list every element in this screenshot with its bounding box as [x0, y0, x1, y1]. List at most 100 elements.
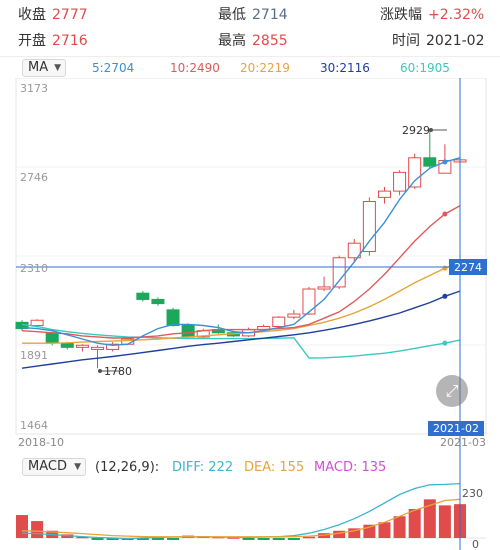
- min-price-label: 1780: [104, 365, 132, 378]
- macd-bar: [423, 499, 436, 538]
- ma5-value: 5:2704: [92, 61, 135, 75]
- ma20-crosshair-dot: [442, 265, 448, 271]
- high-label: 最高: [218, 33, 246, 49]
- close-info: 收盘 2777: [18, 6, 88, 24]
- candle-body: [151, 298, 165, 305]
- macd-bar: [227, 537, 240, 539]
- candle-body: [91, 346, 105, 350]
- ma10-value: 10:2490: [170, 61, 220, 75]
- low-value: 2714: [252, 7, 288, 23]
- crosshair-date-badge: [428, 421, 484, 436]
- open-info: 开盘 2716: [18, 32, 88, 50]
- ma30-line: [21, 290, 461, 369]
- crosshair-left-label: 2310: [20, 262, 48, 275]
- candle-body: [60, 342, 74, 348]
- candle-body: [30, 319, 44, 326]
- candle-body: [302, 288, 316, 315]
- y-axis-top-label: 3173: [20, 82, 48, 95]
- quote-info-panel: 收盘 2777 最低 2714 涨跌幅 +2.32% 开盘 2716 最高 2855 时间…: [0, 0, 500, 56]
- date-start-label: 2018-10: [18, 436, 64, 449]
- ma60-value: 60:1905: [400, 61, 450, 75]
- min-marker-dot: [98, 369, 102, 373]
- candle-body: [75, 344, 89, 348]
- candle-body: [106, 343, 120, 350]
- macd-bar: [257, 538, 270, 540]
- high-info: 最高 2855: [218, 32, 288, 50]
- macd-select-dropdown[interactable]: MACD ▼: [22, 458, 86, 476]
- candle-body: [377, 190, 391, 198]
- candle-body: [423, 157, 437, 167]
- macd-bar: [378, 522, 391, 538]
- ma-indicator-bar: MA ▼ 5:2704 10:2490 20:2219 30:2116 60:1…: [0, 56, 500, 78]
- max-marker-dot: [429, 128, 433, 132]
- expand-chart-button[interactable]: ⤢: [436, 375, 468, 407]
- change-value: +2.32%: [428, 7, 485, 23]
- macd-dea-value: DEA: 155: [244, 460, 305, 475]
- macd-select-label: MACD: [28, 459, 67, 474]
- candle-body: [272, 316, 286, 328]
- macd-macd-value: MACD: 135: [314, 460, 387, 475]
- ma30-crosshair-dot: [442, 293, 448, 299]
- change-label: 涨跌幅: [380, 7, 422, 23]
- open-label: 开盘: [18, 33, 46, 49]
- y-axis-mid-label: 2746: [20, 171, 48, 184]
- candle-body: [362, 201, 376, 253]
- high-value: 2855: [252, 33, 288, 49]
- macd-bar: [393, 516, 406, 538]
- macd-bar: [167, 538, 180, 540]
- macd-bar: [91, 538, 104, 540]
- time-value: 2021-02: [426, 33, 485, 49]
- low-info: 最低 2714: [218, 6, 288, 24]
- date-end-label: 2021-03: [440, 436, 486, 449]
- candle-body: [45, 332, 59, 343]
- time-info: 时间 2021-02: [392, 32, 485, 50]
- open-value: 2716: [52, 33, 88, 49]
- macd-bar: [76, 536, 89, 539]
- ma5-crosshair-dot: [442, 159, 448, 165]
- chart-grid: [16, 166, 486, 346]
- ma60-crosshair-dot: [442, 340, 448, 346]
- chevron-down-icon: ▼: [74, 462, 81, 472]
- candlestick-chart[interactable]: 3173 2746 1891 1464 2310 2274 2021-02 29…: [0, 78, 500, 550]
- macd-bar: [438, 505, 451, 538]
- candle-body: [408, 157, 422, 188]
- macd-bar: [302, 536, 315, 539]
- dea-line: [21, 498, 461, 538]
- macd-params: (12,26,9):: [95, 460, 160, 475]
- crosshair-price-label: 2274: [454, 261, 482, 274]
- macd-bar: [287, 538, 300, 540]
- ma-select-label: MA: [28, 60, 49, 75]
- candle-body: [393, 171, 407, 192]
- ma20-line: [22, 261, 461, 344]
- ma20-value: 20:2219: [240, 61, 290, 75]
- y-axis-bottom-label: 1464: [20, 419, 48, 432]
- macd-bar: [151, 538, 164, 540]
- crosshair-price-badge: [449, 259, 487, 275]
- candle-body: [347, 242, 361, 259]
- macd-diff-value: DIFF: 222: [172, 460, 234, 475]
- time-label: 时间: [392, 33, 420, 49]
- chevron-down-icon: ▼: [54, 63, 61, 73]
- date-axis: 2018-10 2021-03: [0, 436, 500, 450]
- ma-select-dropdown[interactable]: MA ▼: [22, 59, 66, 77]
- candle-body: [136, 292, 150, 300]
- macd-bar: [333, 530, 346, 538]
- candle-body: [287, 313, 301, 318]
- ma5-line: [21, 157, 461, 347]
- ma10-line: [21, 205, 461, 339]
- macd-bar: [106, 538, 119, 540]
- macd-bar: [348, 528, 361, 538]
- candle-body: [317, 286, 331, 290]
- macd-indicator-bar: MACD ▼ (12,26,9): DIFF: 222 DEA: 155 MAC…: [0, 456, 500, 478]
- macd-panel: [16, 482, 486, 540]
- macd-bar: [16, 515, 28, 538]
- close-value: 2777: [52, 7, 88, 23]
- crosshair-date-label: 2021-02: [433, 422, 479, 435]
- macd-bar: [242, 538, 255, 540]
- y-axis-low-label: 1891: [20, 349, 48, 362]
- expand-icon: ⤢: [445, 381, 459, 400]
- macd-bar: [31, 521, 44, 538]
- ma60-line: [21, 323, 461, 359]
- candle-body: [166, 309, 180, 326]
- change-info: 涨跌幅 +2.32%: [380, 6, 484, 24]
